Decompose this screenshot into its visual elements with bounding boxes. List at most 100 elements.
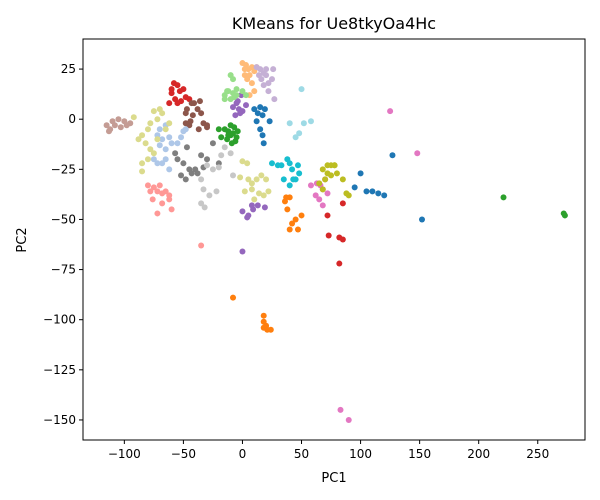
data-point-cluster-13-13 — [198, 242, 205, 249]
data-point-cluster-12-10 — [221, 96, 228, 103]
data-point-cluster-16-5 — [144, 126, 151, 133]
data-point-cluster-9-5 — [289, 166, 296, 173]
data-point-cluster-0-1 — [254, 110, 261, 117]
data-point-cluster-4-5 — [239, 108, 246, 115]
data-point-cluster-0-11 — [357, 170, 364, 177]
data-point-cluster-17-8 — [215, 164, 222, 171]
data-point-cluster-16-2 — [159, 110, 166, 117]
data-point-cluster-15-8 — [123, 122, 130, 129]
data-point-cluster-13-0 — [144, 182, 151, 189]
data-point-cluster-17-2 — [198, 176, 205, 183]
data-point-cluster-18-9 — [241, 188, 248, 195]
x-tick-label: 150 — [408, 447, 431, 461]
data-point-cluster-6-11 — [337, 406, 344, 413]
chart-title: KMeans for Ue8tkyOa4Hc — [232, 14, 436, 33]
data-point-cluster-6-10 — [414, 150, 421, 157]
data-point-cluster-4-14 — [254, 202, 261, 209]
data-point-cluster-16-4 — [147, 120, 154, 127]
y-tick-label: −25 — [51, 162, 76, 176]
data-point-cluster-18-6 — [258, 172, 265, 179]
data-point-cluster-16-3 — [154, 116, 161, 123]
data-point-cluster-4-15 — [261, 204, 268, 211]
data-point-cluster-11-12 — [241, 66, 248, 73]
data-point-cluster-16-14 — [162, 126, 169, 133]
data-point-cluster-4-6 — [234, 98, 241, 105]
y-tick-label: −100 — [43, 313, 76, 327]
data-point-cluster-12-11 — [224, 88, 231, 95]
data-point-cluster-1-2 — [281, 198, 288, 205]
data-point-cluster-13-1 — [150, 184, 157, 191]
data-point-cluster-0-6 — [257, 126, 264, 133]
data-point-cluster-16-17 — [166, 120, 173, 127]
data-point-cluster-9-7 — [296, 170, 303, 177]
data-point-cluster-4-11 — [244, 214, 251, 221]
data-point-cluster-1-15 — [230, 294, 237, 301]
x-axis-ticks: −100 −50 0 50 100 150 200 250 — [108, 440, 549, 461]
data-point-cluster-5-8 — [195, 126, 202, 133]
data-point-cluster-18-8 — [248, 186, 255, 193]
data-point-cluster-17-5 — [198, 200, 205, 207]
data-point-cluster-3-1 — [174, 82, 181, 89]
data-point-cluster-1-14 — [267, 326, 274, 333]
data-point-cluster-14-10 — [271, 96, 278, 103]
data-point-cluster-9-2 — [278, 162, 285, 169]
data-point-cluster-13-9 — [159, 200, 166, 207]
data-point-cluster-0-14 — [381, 192, 388, 199]
data-point-cluster-2-14 — [500, 194, 507, 201]
data-point-cluster-5-2 — [189, 112, 196, 119]
data-point-cluster-19-3 — [292, 134, 299, 141]
data-point-cluster-6-4 — [307, 182, 314, 189]
data-point-cluster-13-8 — [149, 196, 156, 203]
data-point-cluster-18-11 — [260, 192, 267, 199]
data-point-cluster-18-5 — [253, 176, 260, 183]
data-point-cluster-0-15 — [363, 188, 370, 195]
data-point-cluster-10-10 — [182, 126, 189, 133]
data-point-cluster-10-13 — [154, 160, 161, 167]
data-point-cluster-1-6 — [298, 212, 305, 219]
data-point-cluster-5-12 — [204, 122, 211, 129]
data-point-cluster-13-2 — [154, 188, 161, 195]
data-point-cluster-6-7 — [316, 196, 323, 203]
data-point-cluster-5-14 — [187, 118, 194, 125]
data-point-cluster-17-4 — [206, 192, 213, 199]
data-point-cluster-8-5 — [322, 176, 329, 183]
data-point-cluster-12-12 — [231, 94, 238, 101]
data-point-cluster-16-6 — [139, 132, 146, 139]
data-point-cluster-8-3 — [319, 166, 326, 173]
data-point-cluster-10-6 — [162, 146, 169, 153]
data-point-cluster-5-5 — [194, 106, 201, 113]
data-point-cluster-16-15 — [130, 114, 137, 121]
x-tick-label: 200 — [467, 447, 490, 461]
data-point-cluster-7-8 — [198, 152, 205, 159]
data-point-cluster-9-11 — [286, 182, 293, 189]
data-point-cluster-2-7 — [234, 128, 241, 135]
data-point-cluster-2-8 — [227, 122, 234, 129]
data-point-cluster-3-12 — [339, 200, 346, 207]
data-point-cluster-14-12 — [256, 72, 262, 79]
data-point-cluster-7-5 — [182, 176, 189, 183]
data-point-cluster-2-12 — [218, 134, 225, 141]
data-point-cluster-16-16 — [139, 168, 146, 175]
data-point-cluster-18-3 — [245, 176, 252, 183]
data-point-cluster-16-8 — [142, 140, 149, 147]
data-point-cluster-3-9 — [174, 100, 181, 107]
data-point-cluster-11-8 — [248, 80, 255, 87]
data-point-cluster-4-13 — [250, 206, 257, 213]
data-point-cluster-2-13 — [228, 140, 235, 147]
data-point-cluster-13-12 — [168, 206, 175, 213]
data-point-cluster-18-2 — [237, 174, 244, 181]
data-point-cluster-0-4 — [261, 106, 268, 113]
data-point-cluster-0-2 — [257, 104, 264, 111]
y-axis-label: PC2 — [15, 227, 30, 252]
data-point-cluster-12-1 — [230, 76, 237, 83]
data-point-cluster-4-2 — [230, 104, 237, 111]
data-point-cluster-7-3 — [178, 172, 185, 179]
data-point-cluster-7-7 — [194, 170, 201, 177]
data-point-cluster-8-13 — [331, 162, 338, 169]
data-point-cluster-1-7 — [286, 226, 293, 233]
data-point-cluster-8-12 — [345, 192, 352, 199]
data-point-cluster-9-10 — [280, 176, 287, 183]
data-point-cluster-4-9 — [239, 208, 246, 215]
data-point-cluster-14-7 — [260, 82, 267, 89]
data-point-cluster-14-8 — [270, 66, 277, 73]
